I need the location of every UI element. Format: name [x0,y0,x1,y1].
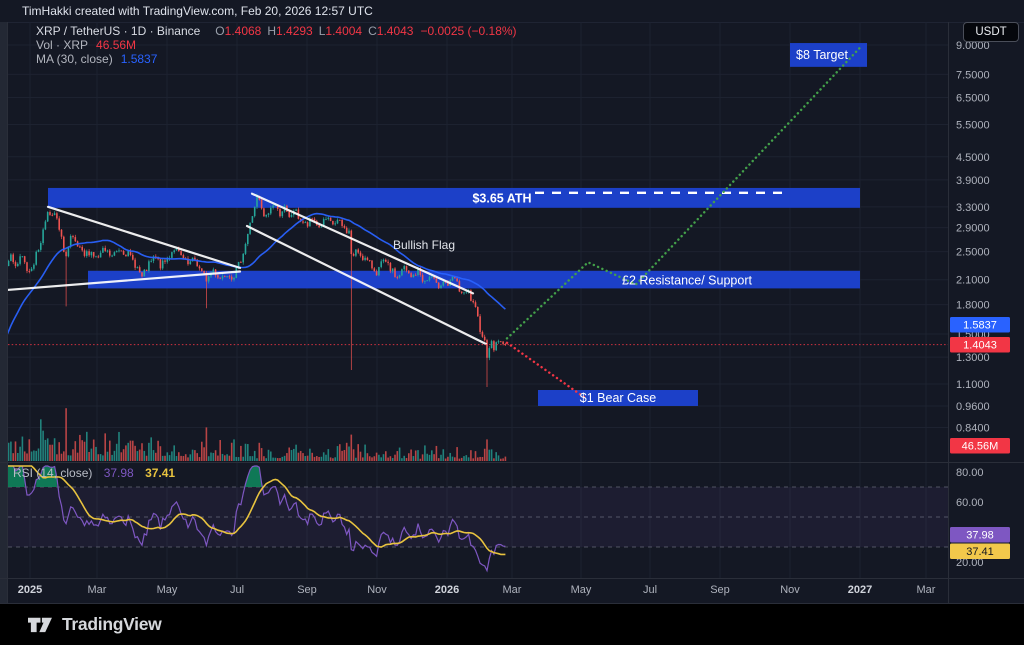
resistance-label[interactable]: £2 Resistance/ Support [622,274,752,288]
time-axis-label: Nov [780,584,800,596]
price-axis-label: 3.9000 [956,175,990,187]
rsi-axis-label: 20.00 [956,557,984,569]
svg-text:1.5837: 1.5837 [963,320,997,332]
symbol-title[interactable]: XRP / TetherUS · 1D · Binance [36,24,201,38]
time-axis-label: 2027 [848,584,872,596]
time-axis-label: Mar [917,584,936,596]
target-label[interactable]: $8 Target [796,48,848,62]
tradingview-logo-icon [28,617,52,633]
time-axis-label: Mar [88,584,107,596]
price-axis-label: 2.9000 [956,223,990,235]
tradingview-wordmark: TradingView [62,614,162,634]
chart-canvas[interactable]: 9.0000 7.5000 6.5000 5.5000 4.5000 3.9000 3.30… [0,22,1024,604]
rsi-axis-label: 80.00 [956,467,984,479]
rsi-value-badge: 37.98 [950,527,1010,543]
volume-badge: 46.56M [950,438,1010,454]
generated-chart-layers: 9.0000 7.5000 6.5000 5.5000 4.5000 3.9000 3.30… [0,22,1024,604]
ma-price-badge: 1.5837 [950,317,1010,333]
time-axis-label: 2026 [435,584,459,596]
open-label: O [215,24,225,38]
axis-labels: 9.0000 7.5000 6.5000 5.5000 4.5000 3.9000 3.30… [18,40,990,596]
rsi-ma-badge: 37.41 [950,543,1010,559]
time-axis-label: 2025 [18,584,42,596]
candles-layer [3,193,507,387]
price-axis-label: 6.5000 [956,92,990,104]
price-axis-label: 1.8000 [956,300,990,312]
drawing-boxes[interactable] [538,43,867,406]
ath-label[interactable]: $3.65 ATH [472,192,531,206]
time-axis-label: Jul [230,584,244,596]
volume-value: 46.56M [96,38,137,52]
drawing-labels[interactable]: $3.65 ATH £2 Resistance/ Support $1 Bear… [393,48,848,405]
high-label: H [267,24,277,38]
time-axis-label: Sep [297,584,317,596]
attribution-text: TimHakki created with TradingView.com, F… [22,4,373,18]
rsi-layer [4,465,506,573]
price-axis-label: 2.5000 [956,247,990,259]
time-axis-label: May [157,584,178,596]
price-axis-label: 1.1000 [956,379,990,391]
trendlines[interactable] [4,192,488,346]
time-axis-label: Mar [503,584,522,596]
ma-value: 1.5837 [120,52,158,66]
price-axis-label: 0.9600 [956,401,990,413]
high-value: 1.4293 [276,24,313,38]
svg-text:46.56M: 46.56M [962,441,999,453]
volume-label: Vol · XRP [36,38,89,52]
last-price-badge: 1.4043 [950,337,1010,353]
time-axis-label: Sep [710,584,730,596]
rsi-axis-label: 60.00 [956,497,984,509]
bullish-flag-label[interactable]: Bullish Flag [393,238,455,252]
rsi-value: 37.98 [103,466,134,480]
price-axis-label: 7.5000 [956,69,990,81]
price-axis-label: 2.1000 [956,275,990,287]
close-label: C [368,24,377,38]
price-axis-label: 9.0000 [956,40,990,52]
rsi-ma-value: 37.41 [145,466,176,480]
price-axis-label: 0.8400 [956,423,990,435]
svg-text:37.41: 37.41 [966,546,994,558]
currency-unit-button[interactable]: USDT [963,22,1019,42]
ma-label: MA (30, close) [36,52,113,66]
rsi-label: RSI (14, close) [13,466,93,480]
change-value: −0.0025 (−0.18%) [420,24,517,38]
bear-case-label[interactable]: $1 Bear Case [580,391,656,405]
price-axis-label: 4.5000 [956,152,990,164]
axis-badges: 1.5837 1.4043 46.56M 37.98 37.41 [950,317,1010,559]
time-axis-label: May [571,584,592,596]
chart-area[interactable]: 9.0000 7.5000 6.5000 5.5000 4.5000 3.9000 3.30… [0,22,1024,604]
attribution-bar: TimHakki created with TradingView.com, F… [0,0,1024,23]
time-axis-label: Nov [367,584,387,596]
ma-line [3,212,506,343]
time-axis-label: Jul [643,584,657,596]
price-axis-label: 5.5000 [956,119,990,131]
svg-text:1.4043: 1.4043 [963,340,997,352]
ma-row[interactable]: MA (30, close) 1.5837 [36,53,517,66]
close-value: 1.4043 [376,24,414,38]
volume-row[interactable]: Vol · XRP 46.56M [36,39,517,52]
rsi-legend[interactable]: RSI (14, close) 37.98 37.41 [13,466,175,480]
svg-text:37.98: 37.98 [966,530,994,542]
tradingview-logo[interactable]: TradingView [26,613,162,636]
low-label: L [318,24,326,38]
pane-separators [0,22,1024,604]
volume-layer [3,408,507,461]
low-value: 1.4004 [325,24,363,38]
grid-layer [8,22,948,579]
projection-paths [505,46,862,399]
drawing-zones [48,187,860,289]
price-axis-label: 3.3000 [956,202,990,214]
open-value: 1.4068 [224,24,262,38]
footer-bar: TradingView [0,604,1024,645]
price-axis-label: 1.3000 [956,352,990,364]
